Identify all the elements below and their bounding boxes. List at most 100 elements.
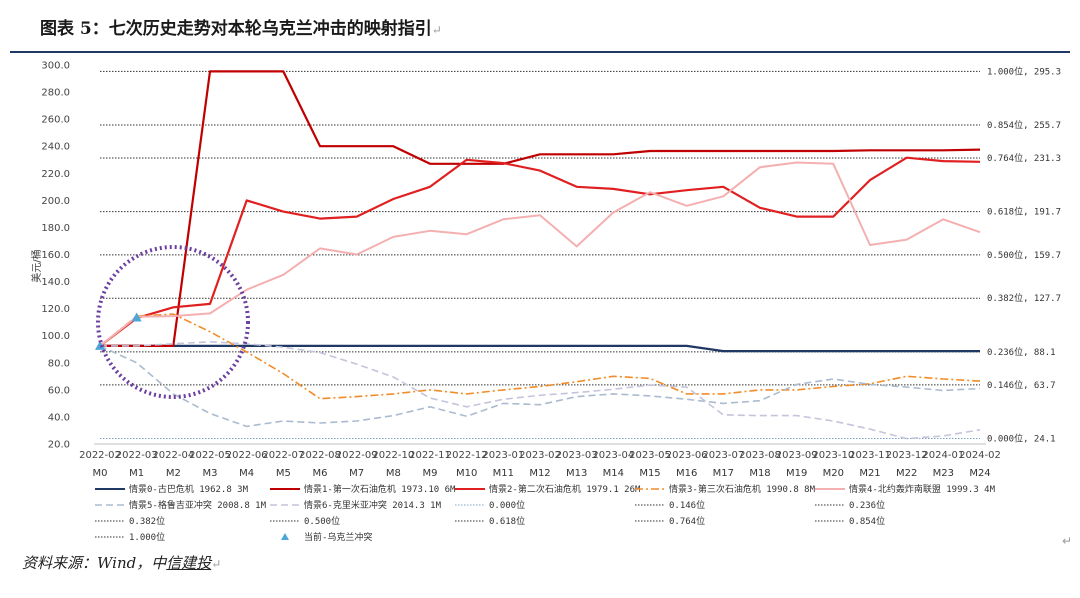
- line-chart: 20.0 40.0 60.0 80.0 100.0 120.0 140.0 160.0 180.…: [30, 61, 1061, 544]
- x-tick-date: 2023-10: [812, 450, 854, 461]
- legend-label: 0.618位: [489, 515, 525, 527]
- x-tick-date: 2022-02: [79, 450, 121, 461]
- y-axis-label: 美元/桶: [30, 249, 43, 282]
- paragraph-mark-icon: ↵: [211, 557, 222, 571]
- y-tick-label: 80.0: [48, 358, 70, 369]
- x-tick-month: M15: [639, 468, 660, 479]
- legend-label: 0.854位: [849, 515, 885, 527]
- x-tick-date: 2022-04: [152, 450, 194, 461]
- chart-title-text: 图表 5：七次历史走势对本轮乌克兰冲击的映射指引: [40, 19, 432, 39]
- x-tick-date: 2022-12: [446, 450, 488, 461]
- y-tick-label: 160.0: [41, 250, 70, 261]
- x-tick-month: M22: [896, 468, 917, 479]
- x-tick-date: 2023-05: [629, 450, 671, 461]
- y-tick-label: 220.0: [41, 169, 70, 180]
- fib-level-label: 0.500位, 159.7: [987, 249, 1061, 261]
- x-tick-date: 2023-01: [482, 450, 524, 461]
- legend-label: 0.000位: [489, 499, 525, 511]
- x-tick-month: M0: [93, 468, 108, 479]
- x-tick-month: M23: [933, 468, 954, 479]
- x-tick-date: 2022-11: [409, 450, 451, 461]
- x-tick-month: M19: [786, 468, 807, 479]
- legend-label: 情景2-第二次石油危机 1979.1 26M: [489, 483, 641, 495]
- x-tick-month: M3: [203, 468, 218, 479]
- x-tick-month: M16: [676, 468, 697, 479]
- x-tick-date: 2023-06: [666, 450, 708, 461]
- x-tick-month: M2: [166, 468, 181, 479]
- x-tick-month: M9: [423, 468, 438, 479]
- x-tick-month: M18: [749, 468, 770, 479]
- x-tick-date: 2022-07: [262, 450, 304, 461]
- x-tick-month: M12: [529, 468, 550, 479]
- x-tick-month: M6: [313, 468, 328, 479]
- fib-level-label: 0.000位, 24.1: [987, 432, 1056, 444]
- series-line-2: [99, 156, 981, 347]
- x-tick-date: 2023-04: [592, 450, 634, 461]
- x-tick-month: M7: [349, 468, 364, 479]
- x-tick-date: 2023-12: [886, 450, 928, 461]
- y-tick-label: 60.0: [48, 385, 70, 396]
- series-line-4: [99, 161, 981, 347]
- x-tick-date: 2023-11: [849, 450, 891, 461]
- y-tick-label: 180.0: [41, 223, 70, 234]
- legend-label: 情景1-第一次石油危机 1973.10 6M: [304, 483, 456, 495]
- fib-level-label: 0.618位, 191.7: [987, 206, 1061, 218]
- fib-level-label: 0.382位, 127.7: [987, 292, 1061, 304]
- x-tick-date: 2022-05: [189, 450, 231, 461]
- series-line-1: [100, 70, 981, 347]
- paragraph-mark-icon: ↵: [431, 23, 442, 37]
- x-tick-month: M14: [603, 468, 624, 479]
- source-prefix: 资料来源：Wind，中: [22, 554, 167, 572]
- series-line-5: [99, 345, 981, 428]
- legend-label: 0.146位: [669, 499, 705, 511]
- x-tick-month: M13: [566, 468, 587, 479]
- chart-title: 图表 5：七次历史走势对本轮乌克兰冲击的映射指引↵: [40, 14, 442, 39]
- highlight-circle: [96, 245, 250, 399]
- source-link: 信建投: [166, 554, 212, 572]
- x-tick-month: M1: [129, 468, 144, 479]
- x-tick-date: 2022-10: [372, 450, 414, 461]
- x-tick-date: 2023-03: [556, 450, 598, 461]
- y-tick-label: 300.0: [41, 61, 70, 72]
- x-tick-date: 2022-03: [116, 450, 158, 461]
- y-tick-label: 100.0: [41, 331, 70, 342]
- legend-label: 1.000位: [129, 531, 165, 543]
- legend-label: 情景3-第三次石油危机 1990.8 8M: [669, 483, 816, 495]
- y-tick-label: 280.0: [41, 88, 70, 99]
- x-tick-month: M24: [969, 468, 990, 479]
- legend-label: 0.500位: [304, 515, 340, 527]
- y-tick-label: 140.0: [41, 277, 70, 288]
- x-tick-month: M20: [823, 468, 844, 479]
- y-tick-label: 20.0: [48, 440, 70, 451]
- series-line-3: [99, 313, 981, 400]
- title-divider: [10, 51, 1070, 53]
- legend-marker: [281, 533, 289, 540]
- y-tick-label: 260.0: [41, 115, 70, 126]
- legend-label: 0.764位: [669, 515, 705, 527]
- x-tick-date: 2023-09: [776, 450, 818, 461]
- series-line-6: [100, 340, 981, 440]
- y-tick-label: 40.0: [48, 412, 70, 423]
- x-tick-month: M8: [386, 468, 401, 479]
- source-note: 资料来源：Wind，中信建投↵: [22, 552, 221, 573]
- x-tick-date: 2022-06: [226, 450, 268, 461]
- paragraph-mark-icon: ↵: [1061, 534, 1072, 548]
- current-point-marker: [131, 312, 142, 322]
- x-tick-month: M21: [859, 468, 880, 479]
- y-tick-label: 120.0: [41, 304, 70, 315]
- y-tick-label: 240.0: [41, 142, 70, 153]
- fib-level-label: 0.764位, 231.3: [987, 152, 1061, 164]
- fib-level-label: 0.236位, 88.1: [987, 346, 1056, 358]
- x-tick-month: M17: [713, 468, 734, 479]
- legend-label: 情景4-北约轰炸南联盟 1999.3 4M: [849, 483, 996, 495]
- legend-label: 情景6-克里米亚冲突 2014.3 1M: [304, 499, 442, 511]
- fib-level-label: 0.146位, 63.7: [987, 379, 1056, 391]
- legend-label: 情景5-格鲁吉亚冲突 2008.8 1M: [129, 499, 267, 511]
- x-tick-date: 2024-01: [922, 450, 964, 461]
- legend-label: 0.382位: [129, 515, 165, 527]
- x-tick-date: 2023-02: [519, 450, 561, 461]
- x-tick-month: M4: [239, 468, 254, 479]
- x-tick-date: 2023-08: [739, 450, 781, 461]
- fib-level-label: 0.854位, 255.7: [987, 119, 1061, 131]
- legend-label: 情景0-古巴危机 1962.8 3M: [129, 483, 249, 495]
